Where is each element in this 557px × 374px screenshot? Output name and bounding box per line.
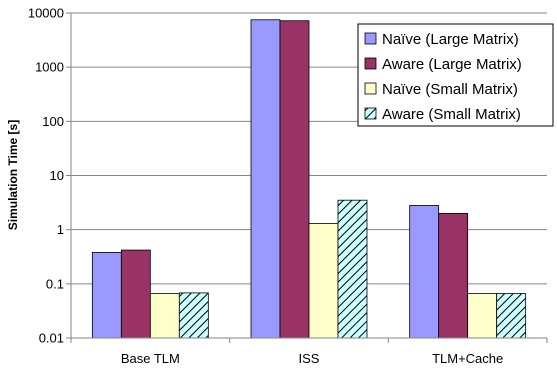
legend-swatch (364, 107, 377, 120)
bar-iss-series-4 (337, 199, 368, 339)
y-tick-label: 10000 (28, 6, 64, 21)
bar-tlm-cache-series-2 (438, 212, 469, 339)
bar-iss-series-2 (279, 20, 310, 339)
y-tick-label: 0.1 (46, 276, 64, 291)
y-tick-labels: 0.01 0.1 1 10 100 1000 10000 (28, 6, 71, 346)
bar-iss-series-3 (308, 223, 339, 339)
y-tick-label: 0.01 (39, 331, 64, 346)
bar-iss-series-1 (250, 19, 281, 339)
bar-tlm-cache-series-3 (467, 293, 498, 339)
legend-entry: Aware (Large Matrix) (382, 56, 522, 73)
legend-entry: Naïve (Small Matrix) (382, 81, 518, 98)
y-tick-label: 1000 (35, 60, 64, 75)
y-tick-label: 100 (42, 114, 64, 129)
x-tick-label: ISS (299, 351, 320, 366)
y-tick-label: 10 (50, 168, 64, 183)
x-tick-label: Base TLM (121, 351, 180, 366)
bar-base-tlm-series-4 (178, 292, 209, 339)
bar-base-tlm-series-3 (149, 293, 180, 339)
x-tick-label: TLM+Cache (432, 351, 503, 366)
legend-entry: Naïve (Large Matrix) (382, 31, 519, 48)
bar-base-tlm-series-1 (91, 252, 122, 339)
bar-tlm-cache-series-4 (496, 293, 527, 339)
legend-entry: Aware (Small Matrix) (382, 106, 521, 123)
legend-swatch (364, 57, 377, 70)
legend: Naïve (Large Matrix) Aware (Large Matrix)… (357, 23, 554, 127)
bar-tlm-cache-series-1 (409, 205, 440, 339)
x-tick-labels: Base TLM ISS TLM+Cache (70, 338, 548, 366)
bar-base-tlm-series-2 (120, 249, 151, 339)
legend-swatch (364, 82, 377, 95)
y-axis-label: Simulation Time [s] (6, 120, 20, 230)
legend-box (357, 23, 554, 127)
bars-group (91, 19, 527, 339)
y-tick-label: 1 (57, 222, 64, 237)
legend-swatch (364, 32, 377, 45)
